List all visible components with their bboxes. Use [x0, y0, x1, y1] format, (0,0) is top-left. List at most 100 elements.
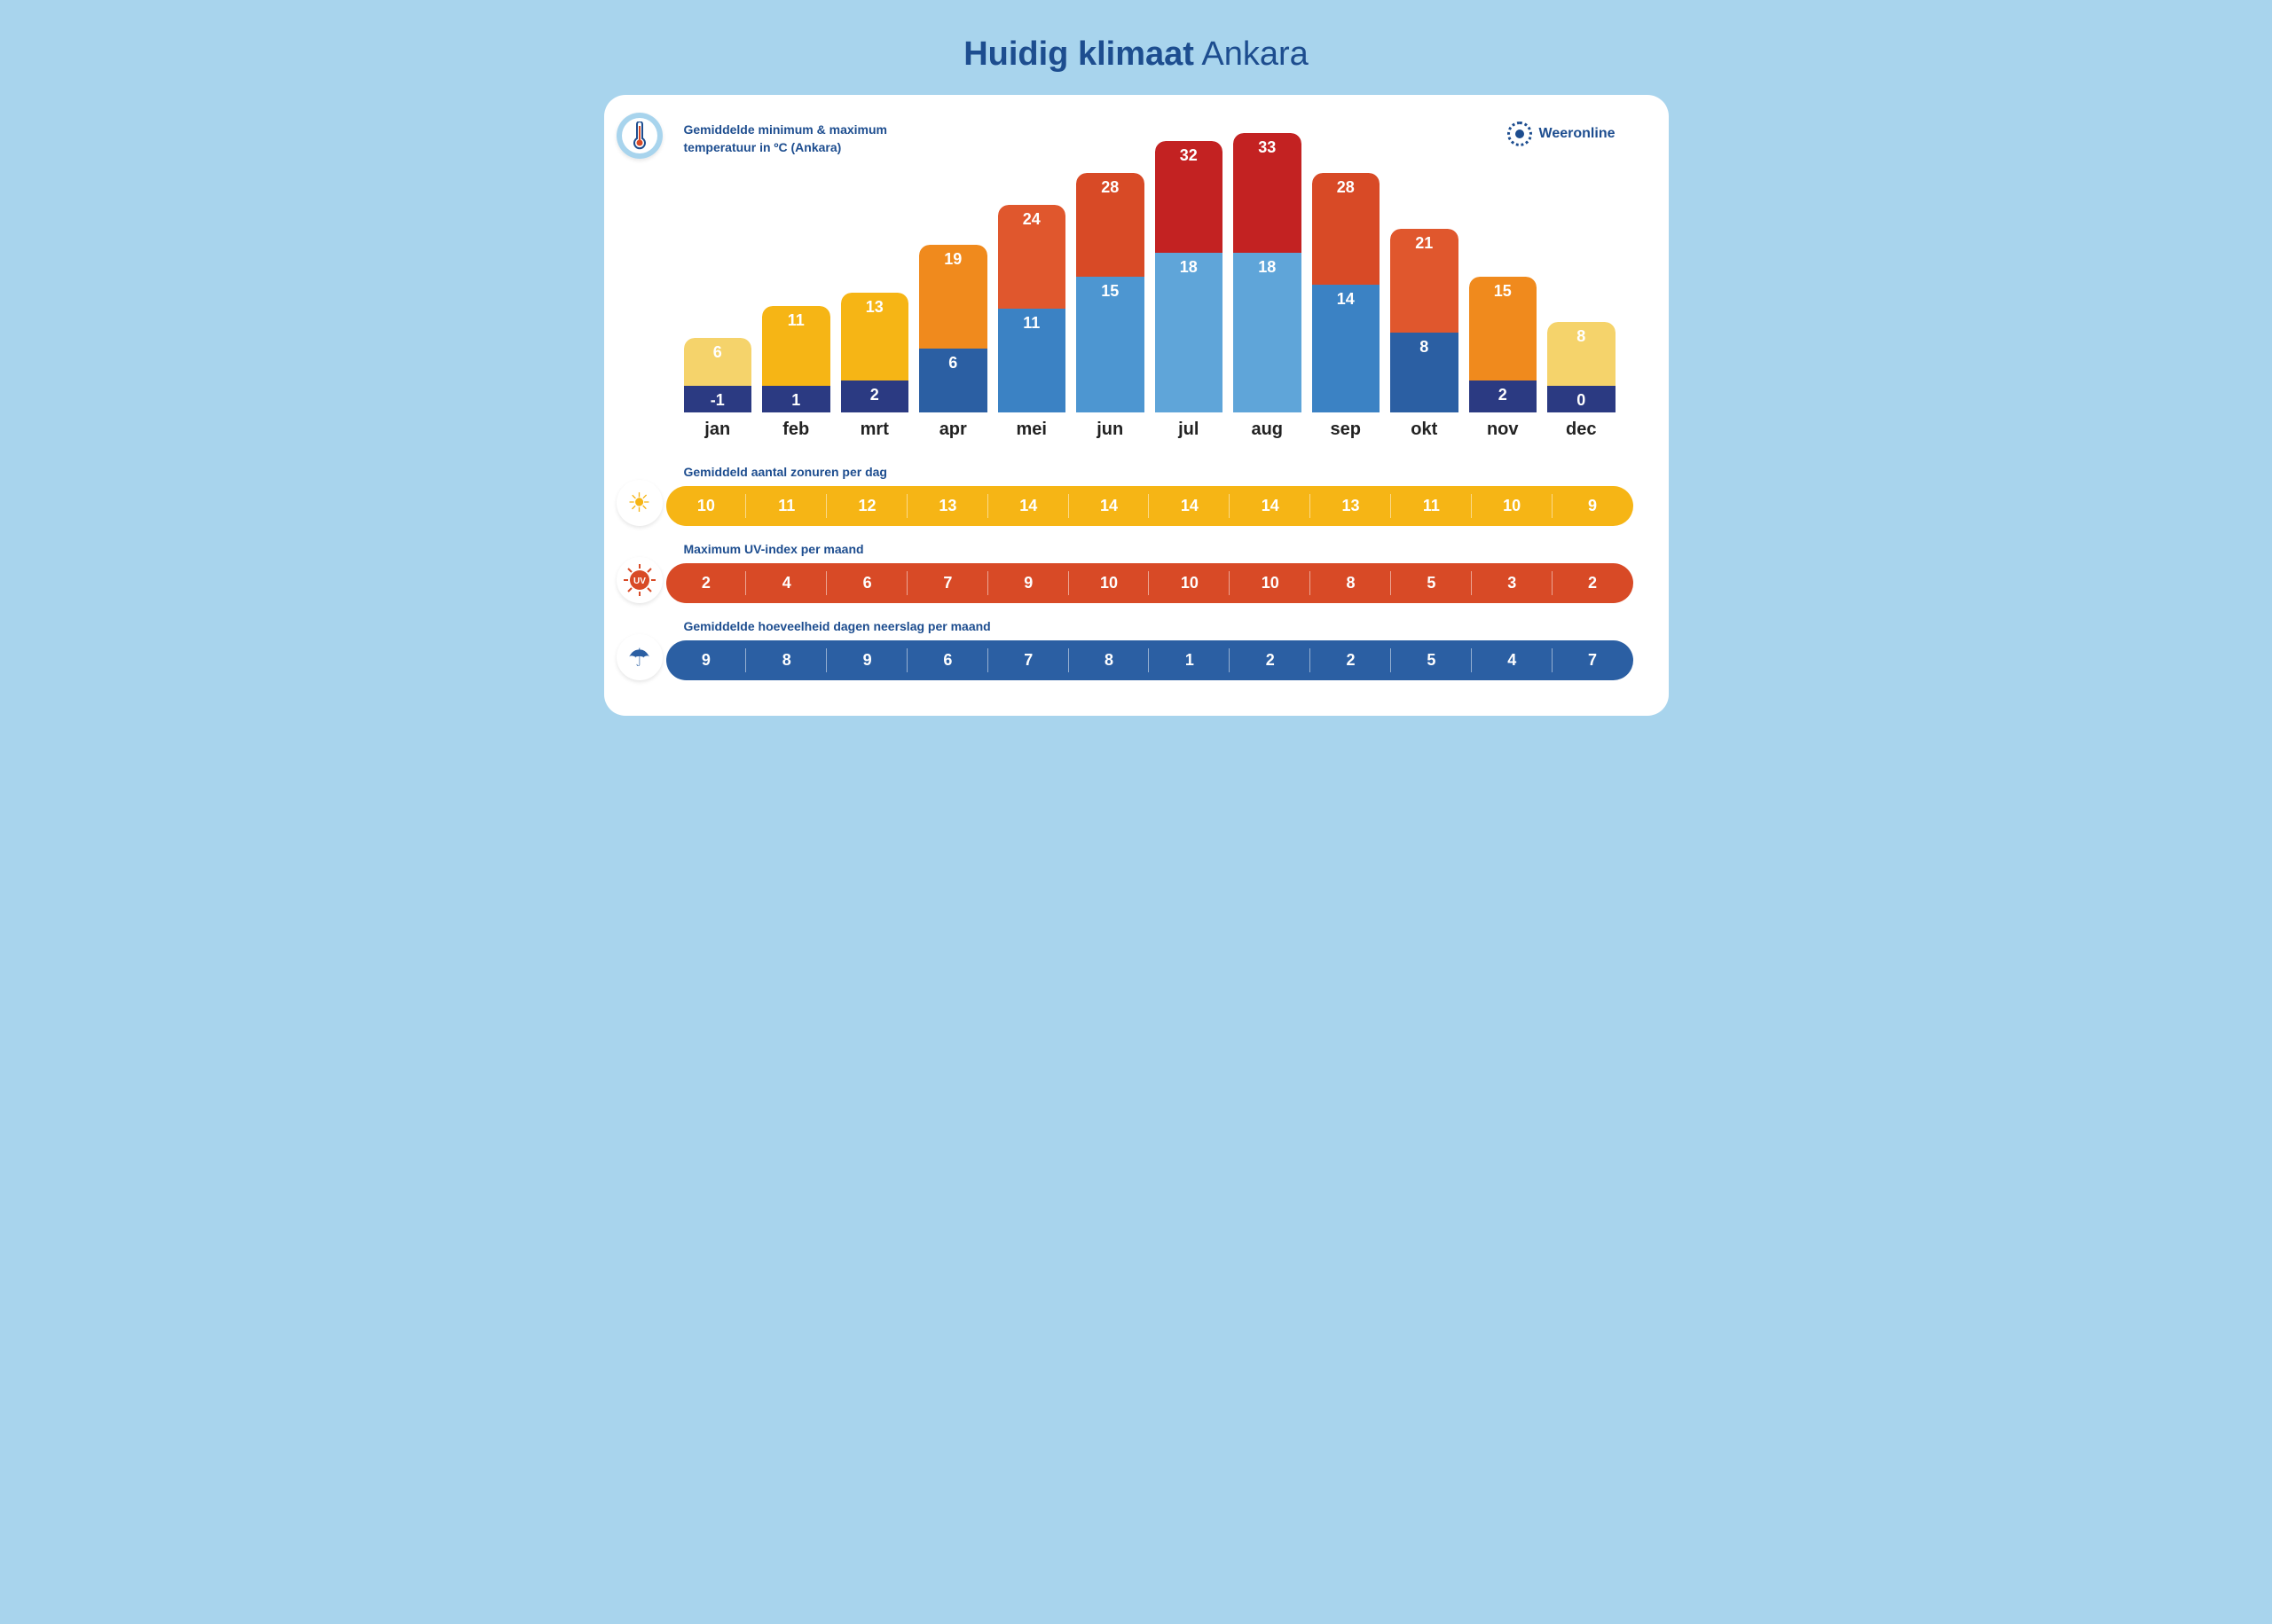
bar-max-segment: 33 [1233, 133, 1301, 253]
data-cell: 12 [827, 486, 908, 526]
umbrella-icon: ☂ [617, 634, 663, 680]
data-cell: 5 [1391, 563, 1472, 603]
data-cell: 10 [1472, 486, 1553, 526]
bar-stack: 33 18 [1233, 133, 1301, 412]
data-cell: 13 [1310, 486, 1391, 526]
bar-column: 32 18 jul [1155, 141, 1223, 440]
data-cell: 4 [746, 563, 827, 603]
bar-min-segment: 14 [1312, 285, 1380, 412]
thermometer-icon [617, 113, 663, 159]
bar-max-segment: 6 [684, 338, 752, 386]
bar-max-segment: 11 [762, 306, 830, 386]
bar-min-segment: 11 [998, 309, 1066, 412]
data-cell: 8 [1310, 563, 1391, 603]
rain-days-bar: 989678122547 [666, 640, 1633, 680]
data-cell: 1 [1149, 640, 1230, 680]
bar-min-segment: 6 [919, 349, 987, 412]
bar-column: 28 15 jun [1076, 173, 1144, 440]
data-cell: 14 [988, 486, 1069, 526]
bar-column: 8 0 dec [1547, 322, 1616, 440]
bar-min-segment: 0 [1547, 386, 1616, 412]
title-light: Ankara [1201, 35, 1308, 73]
data-cell: 9 [988, 563, 1069, 603]
data-cell: 14 [1069, 486, 1150, 526]
bar-column: 15 2 nov [1469, 277, 1537, 440]
data-cell: 14 [1149, 486, 1230, 526]
temperature-chart: Gemiddelde minimum & maximumtemperatuur … [640, 95, 1633, 449]
month-label: jun [1097, 420, 1123, 440]
page-title: Huidig klimaat Ankara [35, 35, 2237, 74]
bar-stack: 21 8 [1390, 229, 1458, 412]
bar-column: 28 14 sep [1312, 173, 1380, 440]
bar-min-segment: 18 [1233, 253, 1301, 412]
bar-column: 21 8 okt [1390, 229, 1458, 440]
bar-stack: 11 1 [762, 306, 830, 412]
rain-days-label: Gemiddelde hoeveelheid dagen neerslag pe… [684, 619, 1633, 633]
month-label: apr [939, 420, 967, 440]
bar-max-segment: 15 [1469, 277, 1537, 381]
bar-min-segment: 1 [762, 386, 830, 412]
svg-text:UV: UV [633, 577, 646, 586]
bar-stack: 24 11 [998, 205, 1066, 412]
bar-chart-bars: 6 -1 jan 11 1 feb 13 2 mrt 19 6 apr 24 1… [684, 121, 1616, 440]
temp-chart-label: Gemiddelde minimum & maximumtemperatuur … [684, 122, 888, 156]
bar-stack: 15 2 [1469, 277, 1537, 412]
bar-max-segment: 24 [998, 205, 1066, 309]
data-cell: 9 [1553, 486, 1633, 526]
sun-hours-label: Gemiddeld aantal zonuren per dag [684, 465, 1633, 479]
data-cell: 8 [1069, 640, 1150, 680]
month-label: dec [1566, 420, 1596, 440]
data-cell: 10 [1230, 563, 1310, 603]
brand-text: Weeronline [1539, 126, 1616, 142]
brand-icon [1507, 122, 1532, 146]
month-label: jul [1178, 420, 1199, 440]
data-cell: 10 [1069, 563, 1150, 603]
month-label: mrt [861, 420, 889, 440]
data-cell: 3 [1472, 563, 1553, 603]
data-cell: 10 [666, 486, 747, 526]
data-cell: 7 [988, 640, 1069, 680]
bar-stack: 28 15 [1076, 173, 1144, 412]
bar-column: 11 1 feb [762, 306, 830, 440]
bar-stack: 19 6 [919, 245, 987, 412]
bar-stack: 28 14 [1312, 173, 1380, 412]
data-cell: 9 [666, 640, 747, 680]
bar-stack: 8 0 [1547, 322, 1616, 412]
data-cell: 2 [1553, 563, 1633, 603]
data-cell: 14 [1230, 486, 1310, 526]
data-cell: 2 [1230, 640, 1310, 680]
bar-max-segment: 13 [841, 293, 909, 381]
month-label: okt [1411, 420, 1437, 440]
data-cell: 10 [1149, 563, 1230, 603]
data-cell: 13 [908, 486, 988, 526]
data-cell: 6 [908, 640, 988, 680]
uv-index-section: UV Maximum UV-index per maand 2467910101… [640, 542, 1633, 603]
month-label: aug [1251, 420, 1283, 440]
bar-max-segment: 19 [919, 245, 987, 349]
uv-icon: UV [617, 557, 663, 603]
uv-index-label: Maximum UV-index per maand [684, 542, 1633, 556]
climate-card: Gemiddelde minimum & maximumtemperatuur … [604, 95, 1669, 716]
bar-max-segment: 28 [1312, 173, 1380, 285]
bar-stack: 6 -1 [684, 338, 752, 412]
bar-column: 13 2 mrt [841, 293, 909, 440]
data-cell: 7 [908, 563, 988, 603]
page-title-wrap: Huidig klimaat Ankara [35, 35, 2237, 95]
data-cell: 8 [746, 640, 827, 680]
bar-column: 6 -1 jan [684, 338, 752, 440]
title-bold: Huidig klimaat [963, 35, 1194, 73]
bar-min-segment: 18 [1155, 253, 1223, 412]
sun-hours-bar: 10111213141414141311109 [666, 486, 1633, 526]
bar-max-segment: 8 [1547, 322, 1616, 386]
bar-min-segment: 2 [1469, 381, 1537, 412]
data-cell: 11 [746, 486, 827, 526]
bar-max-segment: 32 [1155, 141, 1223, 253]
month-label: jan [704, 420, 730, 440]
sun-hours-section: ☀ Gemiddeld aantal zonuren per dag 10111… [640, 465, 1633, 526]
data-cell: 5 [1391, 640, 1472, 680]
bar-min-segment: 8 [1390, 333, 1458, 412]
data-cell: 7 [1553, 640, 1633, 680]
month-label: nov [1487, 420, 1519, 440]
month-label: feb [782, 420, 809, 440]
bar-stack: 32 18 [1155, 141, 1223, 412]
